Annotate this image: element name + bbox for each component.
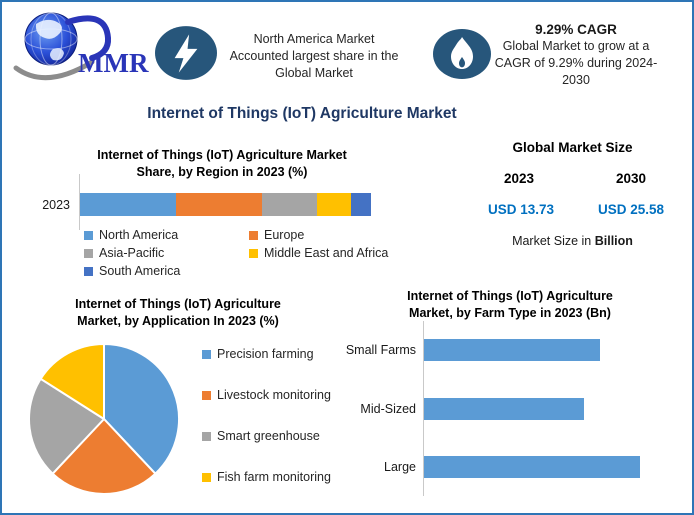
legend-swatch — [249, 248, 258, 258]
farm-rows: Small Farms Mid-Sized Large — [332, 328, 677, 488]
legend-item-smart-greenhouse: Smart greenhouse — [202, 429, 331, 443]
farm-row-large: Large — [332, 456, 677, 478]
legend-swatch — [202, 431, 211, 441]
legend-label: Europe — [264, 228, 305, 242]
farm-category-label: Small Farms — [345, 343, 416, 357]
application-pie-chart — [28, 343, 180, 495]
market-size-year-2023: 2023 — [503, 171, 535, 186]
market-size-note: Market Size in Billion — [480, 234, 665, 248]
region-legend: North America Europe Asia-Pacific Middle Ea… — [84, 228, 396, 278]
pie-slice-fish-farm-monitoring — [39, 343, 105, 420]
legend-label: Precision farming — [217, 347, 314, 361]
bar-segment-asia-pacific — [261, 193, 318, 216]
market-size-value-2023: USD 13.73 — [487, 202, 555, 217]
region-stacked-bar — [80, 193, 371, 216]
share-highlight-text: North America Market Accounted largest sh… — [229, 32, 399, 80]
legend-swatch — [249, 230, 258, 240]
flame-icon — [433, 29, 491, 79]
region-chart-title: Internet of Things (IoT) Agriculture Mar… — [97, 148, 347, 179]
bar-segment-north-america — [80, 193, 177, 216]
farm-bar-small-farms — [424, 339, 600, 361]
application-chart-title: Internet of Things (IoT) Agriculture Mark… — [75, 297, 281, 328]
legend-swatch — [202, 349, 211, 359]
legend-label: Livestock monitoring — [217, 388, 331, 402]
application-legend: Precision farming Livestock monitoring Sma… — [202, 347, 331, 484]
legend-item-livestock-monitoring: Livestock monitoring — [202, 388, 331, 402]
legend-label: South America — [99, 264, 181, 278]
legend-item-south-america: South America — [84, 264, 249, 278]
cagr-highlight: 9.29% CAGR Global Market to grow at a CAG… — [480, 21, 672, 89]
farm-row-small-farms: Small Farms — [332, 339, 677, 361]
legend-swatch — [84, 248, 93, 258]
legend-item-europe: Europe — [249, 228, 396, 242]
mmr-logo: MMR — [13, 12, 149, 81]
legend-item-fish-farm-monitoring: Fish farm monitoring — [202, 470, 331, 484]
farm-bar-large — [424, 456, 640, 478]
market-size-note-bold: Billion — [594, 234, 633, 248]
pie-slice-precision-farming — [103, 343, 180, 475]
legend-swatch — [84, 230, 93, 240]
farm-axis-line — [423, 321, 424, 496]
region-category-label: 2023 — [42, 198, 70, 212]
page-title: Internet of Things (IoT) Agriculture Mar… — [147, 105, 457, 122]
bar-segment-europe — [176, 193, 262, 216]
legend-label: Smart greenhouse — [217, 429, 320, 443]
globe-icon — [13, 12, 112, 81]
bar-segment-south-america — [350, 193, 371, 216]
market-size-title: Global Market Size — [512, 140, 633, 155]
farm-row-mid-sized: Mid-Sized — [332, 398, 677, 420]
logo-text: MMR — [78, 48, 149, 78]
legend-swatch — [202, 472, 211, 482]
market-size-year-2030: 2030 — [615, 171, 647, 186]
legend-item-middle-east-and-africa: Middle East and Africa — [249, 246, 396, 260]
farm-bar-mid-sized — [424, 398, 584, 420]
legend-item-precision-farming: Precision farming — [202, 347, 331, 361]
market-size-value-2030: USD 25.58 — [597, 202, 665, 217]
legend-label: Middle East and Africa — [264, 246, 389, 260]
farm-chart-title: Internet of Things (IoT) Agriculture Mark… — [407, 289, 613, 320]
farm-category-label: Mid-Sized — [360, 402, 416, 416]
pie-slice-smart-greenhouse — [28, 377, 105, 475]
cagr-text: Global Market to grow at a CAGR of 9.29% … — [494, 39, 658, 87]
pie-slice-livestock-monitoring — [51, 418, 157, 495]
legend-swatch — [84, 266, 93, 276]
legend-item-north-america: North America — [84, 228, 249, 242]
legend-label: Fish farm monitoring — [217, 470, 331, 484]
legend-item-asia-pacific: Asia-Pacific — [84, 246, 249, 260]
lightning-icon — [155, 26, 217, 80]
legend-label: Asia-Pacific — [99, 246, 165, 260]
market-size-note-regular: Market Size in — [512, 234, 595, 248]
farm-category-label: Large — [384, 460, 416, 474]
legend-swatch — [202, 390, 211, 400]
cagr-title: 9.29% CAGR — [535, 22, 617, 37]
region-axis-line — [79, 174, 80, 230]
bar-segment-middle-east-and-africa — [317, 193, 351, 216]
legend-label: North America — [99, 228, 179, 242]
